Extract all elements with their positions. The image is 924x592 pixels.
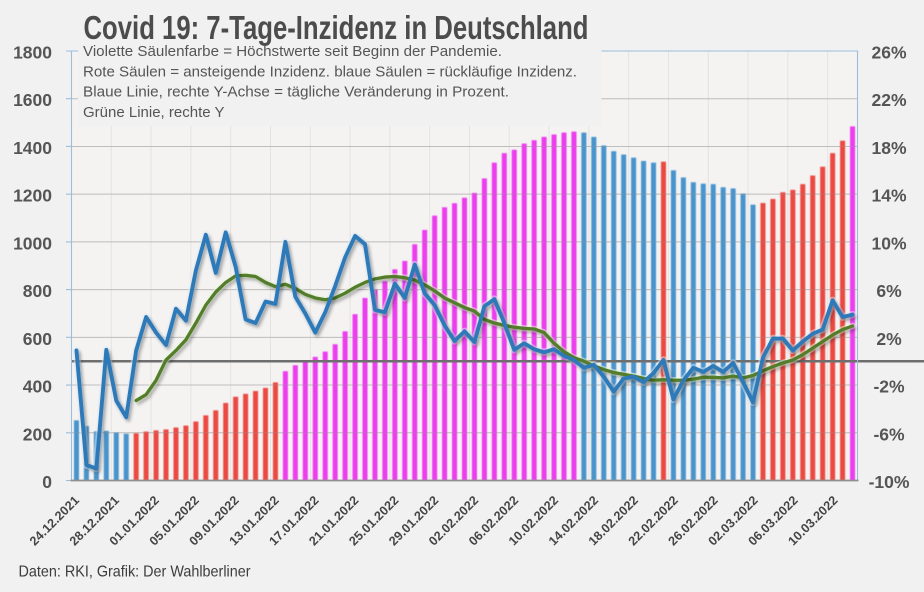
svg-text:1800: 1800 [13,43,52,63]
svg-text:18%: 18% [871,138,906,158]
svg-text:Covid 19: 7-Tage-Inzidenz in D: Covid 19: 7-Tage-Inzidenz in Deutschland [84,9,589,46]
svg-text:200: 200 [23,424,52,444]
svg-text:600: 600 [23,329,52,349]
svg-text:Grüne Linie, rechte Y: Grüne Linie, rechte Y [83,104,224,121]
svg-text:10%: 10% [871,233,906,253]
svg-text:Rote Säulen = ansteigende Inzi: Rote Säulen = ansteigende Inzidenz. blau… [83,63,577,80]
svg-text:2%: 2% [876,329,902,349]
svg-text:Blaue Linie, rechte Y-Achse =: Blaue Linie, rechte Y-Achse = tägliche V… [83,84,509,101]
svg-text:22%: 22% [871,90,906,110]
svg-text:14%: 14% [871,186,906,206]
svg-text:800: 800 [23,281,52,301]
svg-text:Daten: RKI, Grafik: Der Wahlbe: Daten: RKI, Grafik: Der Wahlberliner [19,564,252,581]
svg-text:1000: 1000 [13,233,52,253]
svg-text:Violette Säulenfarbe = Höchstw: Violette Säulenfarbe = Höchstwerte seit … [83,43,502,60]
svg-text:-10%: -10% [869,472,910,492]
svg-text:1200: 1200 [13,186,52,206]
svg-text:400: 400 [23,377,52,397]
svg-text:1600: 1600 [13,90,52,110]
svg-text:-6%: -6% [873,424,905,444]
svg-text:-2%: -2% [873,377,905,397]
svg-text:1400: 1400 [13,138,52,158]
svg-text:0: 0 [42,472,52,492]
svg-text:26%: 26% [871,43,906,63]
svg-text:6%: 6% [876,281,902,301]
